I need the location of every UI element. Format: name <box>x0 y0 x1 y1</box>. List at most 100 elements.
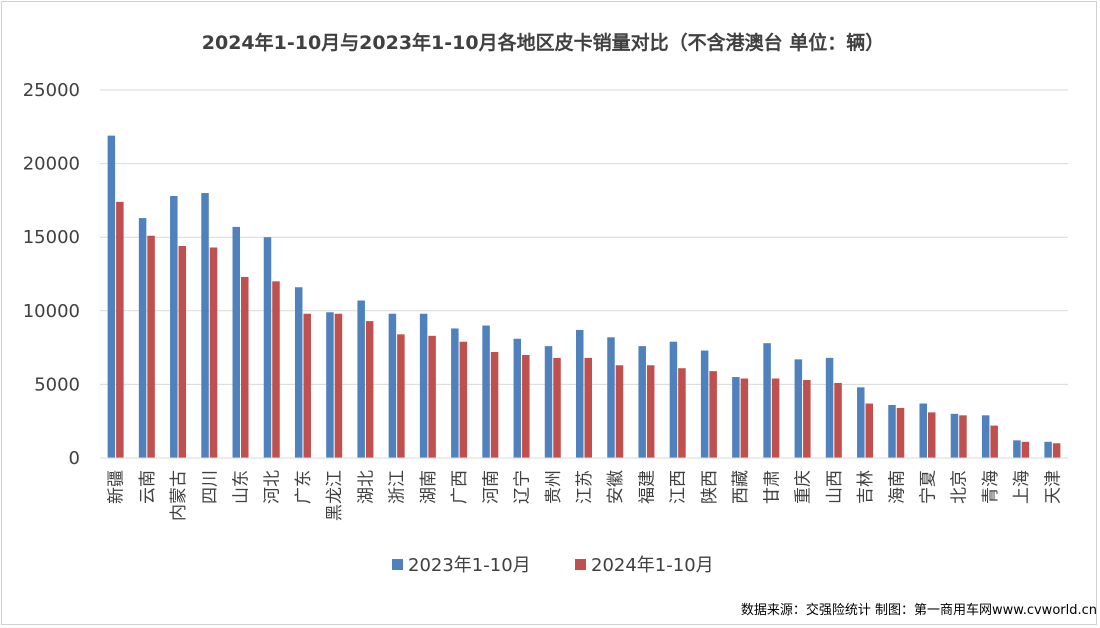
bar-2023-天津 <box>1044 441 1052 458</box>
bar-2023-浙江 <box>388 313 397 458</box>
bar-2023-宁夏 <box>919 403 927 458</box>
bar-2024-内蒙古 <box>178 246 187 458</box>
x-tick-label: 江西 <box>669 470 689 504</box>
bar-2024-甘肃 <box>771 378 780 458</box>
bar-2023-山西 <box>825 357 834 458</box>
bar-2024-上海 <box>1021 441 1030 458</box>
bar-2024-陕西 <box>709 371 717 458</box>
legend-swatch-2023 <box>392 559 403 570</box>
x-tick-label: 广东 <box>294 470 314 504</box>
bar-2024-河北 <box>272 281 280 458</box>
bar-2023-吉林 <box>857 387 865 458</box>
bar-2024-河南 <box>490 352 499 458</box>
bar-2023-北京 <box>950 413 959 458</box>
x-tick-label: 甘肃 <box>762 470 782 504</box>
bar-2023-内蒙古 <box>170 195 178 458</box>
bars <box>107 135 1061 459</box>
x-tick-label: 天津 <box>1043 470 1063 504</box>
bar-2024-辽宁 <box>522 354 530 458</box>
bar-2024-湖南 <box>428 335 436 458</box>
y-axis-ticks: 0 5000 10000 15000 20000 25000 <box>23 80 80 469</box>
x-tick-label: 贵州 <box>544 470 564 504</box>
x-tick-label: 湖南 <box>419 470 439 504</box>
bar-2023-广西 <box>451 328 459 458</box>
bar-2023-新疆 <box>107 135 116 458</box>
bar-2023-重庆 <box>794 359 803 458</box>
x-tick-label: 新疆 <box>107 470 127 504</box>
x-tick-label: 吉林 <box>856 470 876 504</box>
x-tick-label: 江苏 <box>575 470 595 504</box>
bar-2023-山东 <box>232 226 241 458</box>
bar-2023-青海 <box>981 415 990 458</box>
bar-2024-黑龙江 <box>334 313 343 458</box>
x-tick-label: 山西 <box>825 470 845 504</box>
bar-2023-江苏 <box>576 329 584 458</box>
x-tick-label: 宁夏 <box>918 470 938 504</box>
chart-title: 2024年1-10月与2023年1-10月各地区皮卡销量对比（不含港澳台 单位：… <box>202 31 884 54</box>
x-tick-label: 湖北 <box>356 470 376 504</box>
bar-2024-天津 <box>1052 443 1061 458</box>
x-tick-label: 福建 <box>637 470 657 504</box>
legend-label-2024: 2024年1-10月 <box>591 555 714 576</box>
x-tick-label: 黑龙江 <box>325 470 345 521</box>
bar-2023-安徽 <box>607 337 615 458</box>
y-tick-label: 5000 <box>34 374 80 395</box>
bar-2023-广东 <box>294 287 303 458</box>
bar-2023-福建 <box>638 346 646 458</box>
bar-2023-四川 <box>201 193 209 459</box>
bar-2023-上海 <box>1013 440 1021 458</box>
bar-2024-广西 <box>459 341 468 458</box>
y-tick-label: 20000 <box>23 154 80 175</box>
y-tick-label: 10000 <box>23 301 80 322</box>
legend-label-2023: 2023年1-10月 <box>408 555 531 576</box>
bar-2023-江西 <box>669 341 678 458</box>
x-tick-label: 北京 <box>950 470 970 504</box>
bar-2023-海南 <box>888 405 896 458</box>
bar-2024-宁夏 <box>927 412 936 458</box>
x-tick-label: 西藏 <box>731 470 751 504</box>
x-tick-label: 河北 <box>263 470 283 504</box>
bar-2024-山西 <box>834 382 842 458</box>
bar-2023-河南 <box>482 325 490 458</box>
x-tick-label: 陕西 <box>700 470 720 504</box>
x-tick-label: 广西 <box>450 470 470 504</box>
x-tick-label: 内蒙古 <box>169 470 189 521</box>
bar-2024-云南 <box>147 235 155 458</box>
bar-2023-陕西 <box>700 350 709 458</box>
bar-2024-吉林 <box>865 403 874 458</box>
x-tick-label: 山东 <box>232 470 252 504</box>
bar-2023-黑龙江 <box>326 312 334 458</box>
bar-2023-辽宁 <box>513 338 522 458</box>
bar-2024-福建 <box>646 365 655 458</box>
x-tick-label: 重庆 <box>794 470 814 504</box>
bar-2023-西藏 <box>732 377 740 458</box>
source-note: 数据来源：交强险统计 制图：第一商用车网www.cvworld.cn <box>741 602 1097 618</box>
x-tick-label: 浙江 <box>388 470 408 504</box>
bar-2024-山东 <box>241 276 249 458</box>
bar-2024-广东 <box>303 313 311 458</box>
y-tick-label: 15000 <box>23 227 80 248</box>
gridlines <box>100 89 1068 385</box>
bar-2023-河北 <box>263 237 272 458</box>
bar-2024-四川 <box>209 247 218 458</box>
bar-2024-江苏 <box>584 357 592 458</box>
bar-2023-云南 <box>138 218 147 458</box>
bar-2024-安徽 <box>615 365 624 458</box>
y-tick-label: 25000 <box>23 80 80 101</box>
x-tick-label: 海南 <box>887 470 907 504</box>
bar-2024-海南 <box>896 407 905 458</box>
bar-2024-青海 <box>990 425 998 458</box>
bar-2023-湖南 <box>419 313 428 458</box>
bar-2023-贵州 <box>544 346 553 458</box>
legend: 2023年1-10月 2024年1-10月 <box>392 555 714 576</box>
x-tick-label: 云南 <box>138 470 158 504</box>
bar-2024-西藏 <box>740 378 749 458</box>
y-tick-label: 0 <box>69 448 80 469</box>
bar-2023-甘肃 <box>763 343 771 458</box>
x-tick-label: 河南 <box>481 470 501 504</box>
bar-2024-北京 <box>959 415 967 458</box>
x-tick-label: 上海 <box>1012 470 1032 504</box>
bar-2024-新疆 <box>116 201 124 458</box>
x-axis-labels: 新疆 云南 内蒙古 四川 山东 河北 广东 黑龙江 湖北 浙江 湖南 广西 河南 辽宁 贵州 江苏 安徽 福建 江西… <box>107 470 1064 521</box>
